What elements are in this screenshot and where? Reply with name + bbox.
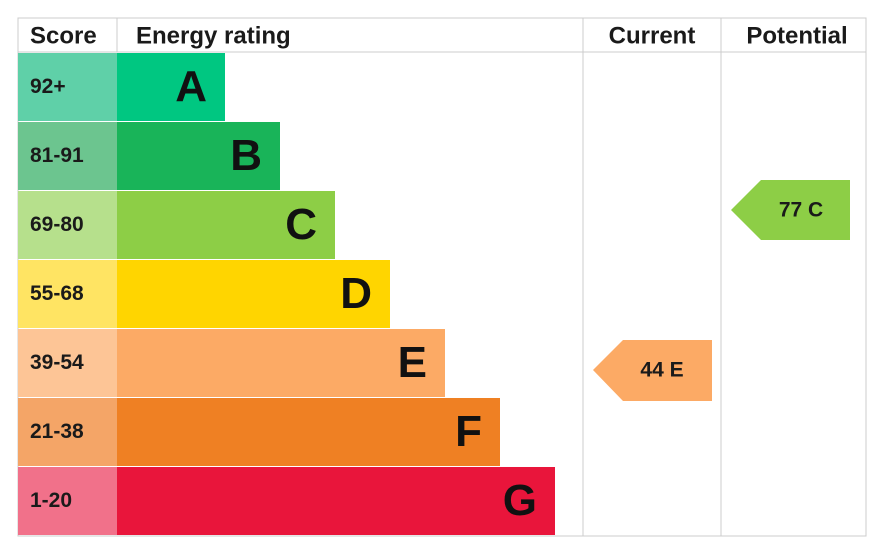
score-label: 55-68	[30, 282, 84, 305]
rating-letter: D	[340, 269, 372, 318]
current-label: 44 E	[640, 359, 683, 382]
rating-letter: E	[398, 338, 427, 387]
score-label: 92+	[30, 75, 66, 98]
score-cell	[18, 467, 117, 535]
rating-bar	[117, 398, 500, 466]
rating-letter: A	[175, 62, 207, 111]
rating-letter: F	[455, 407, 482, 456]
score-label: 39-54	[30, 351, 84, 374]
header-energy: Energy rating	[136, 22, 291, 49]
header-potential: Potential	[746, 22, 847, 49]
score-cell	[18, 329, 117, 397]
score-label: 21-38	[30, 420, 84, 443]
score-label: 1-20	[30, 489, 72, 512]
rating-letter: G	[503, 476, 537, 525]
rating-bar	[117, 260, 390, 328]
header-score: Score	[30, 22, 97, 49]
rating-letter: C	[285, 200, 317, 249]
potential-arrow	[731, 180, 850, 240]
rating-bar	[117, 122, 280, 190]
score-cell	[18, 398, 117, 466]
score-cell	[18, 260, 117, 328]
score-cell	[18, 122, 117, 190]
score-cell	[18, 191, 117, 259]
potential-label: 77 C	[779, 199, 823, 222]
current-arrow	[593, 340, 712, 401]
rating-bar	[117, 53, 225, 121]
score-cell	[18, 53, 117, 121]
rating-bar	[117, 329, 445, 397]
rating-bar	[117, 191, 335, 259]
score-label: 81-91	[30, 144, 84, 167]
rating-bar	[117, 467, 555, 535]
header-current: Current	[609, 22, 696, 49]
score-label: 69-80	[30, 213, 84, 236]
rating-letter: B	[230, 131, 262, 180]
